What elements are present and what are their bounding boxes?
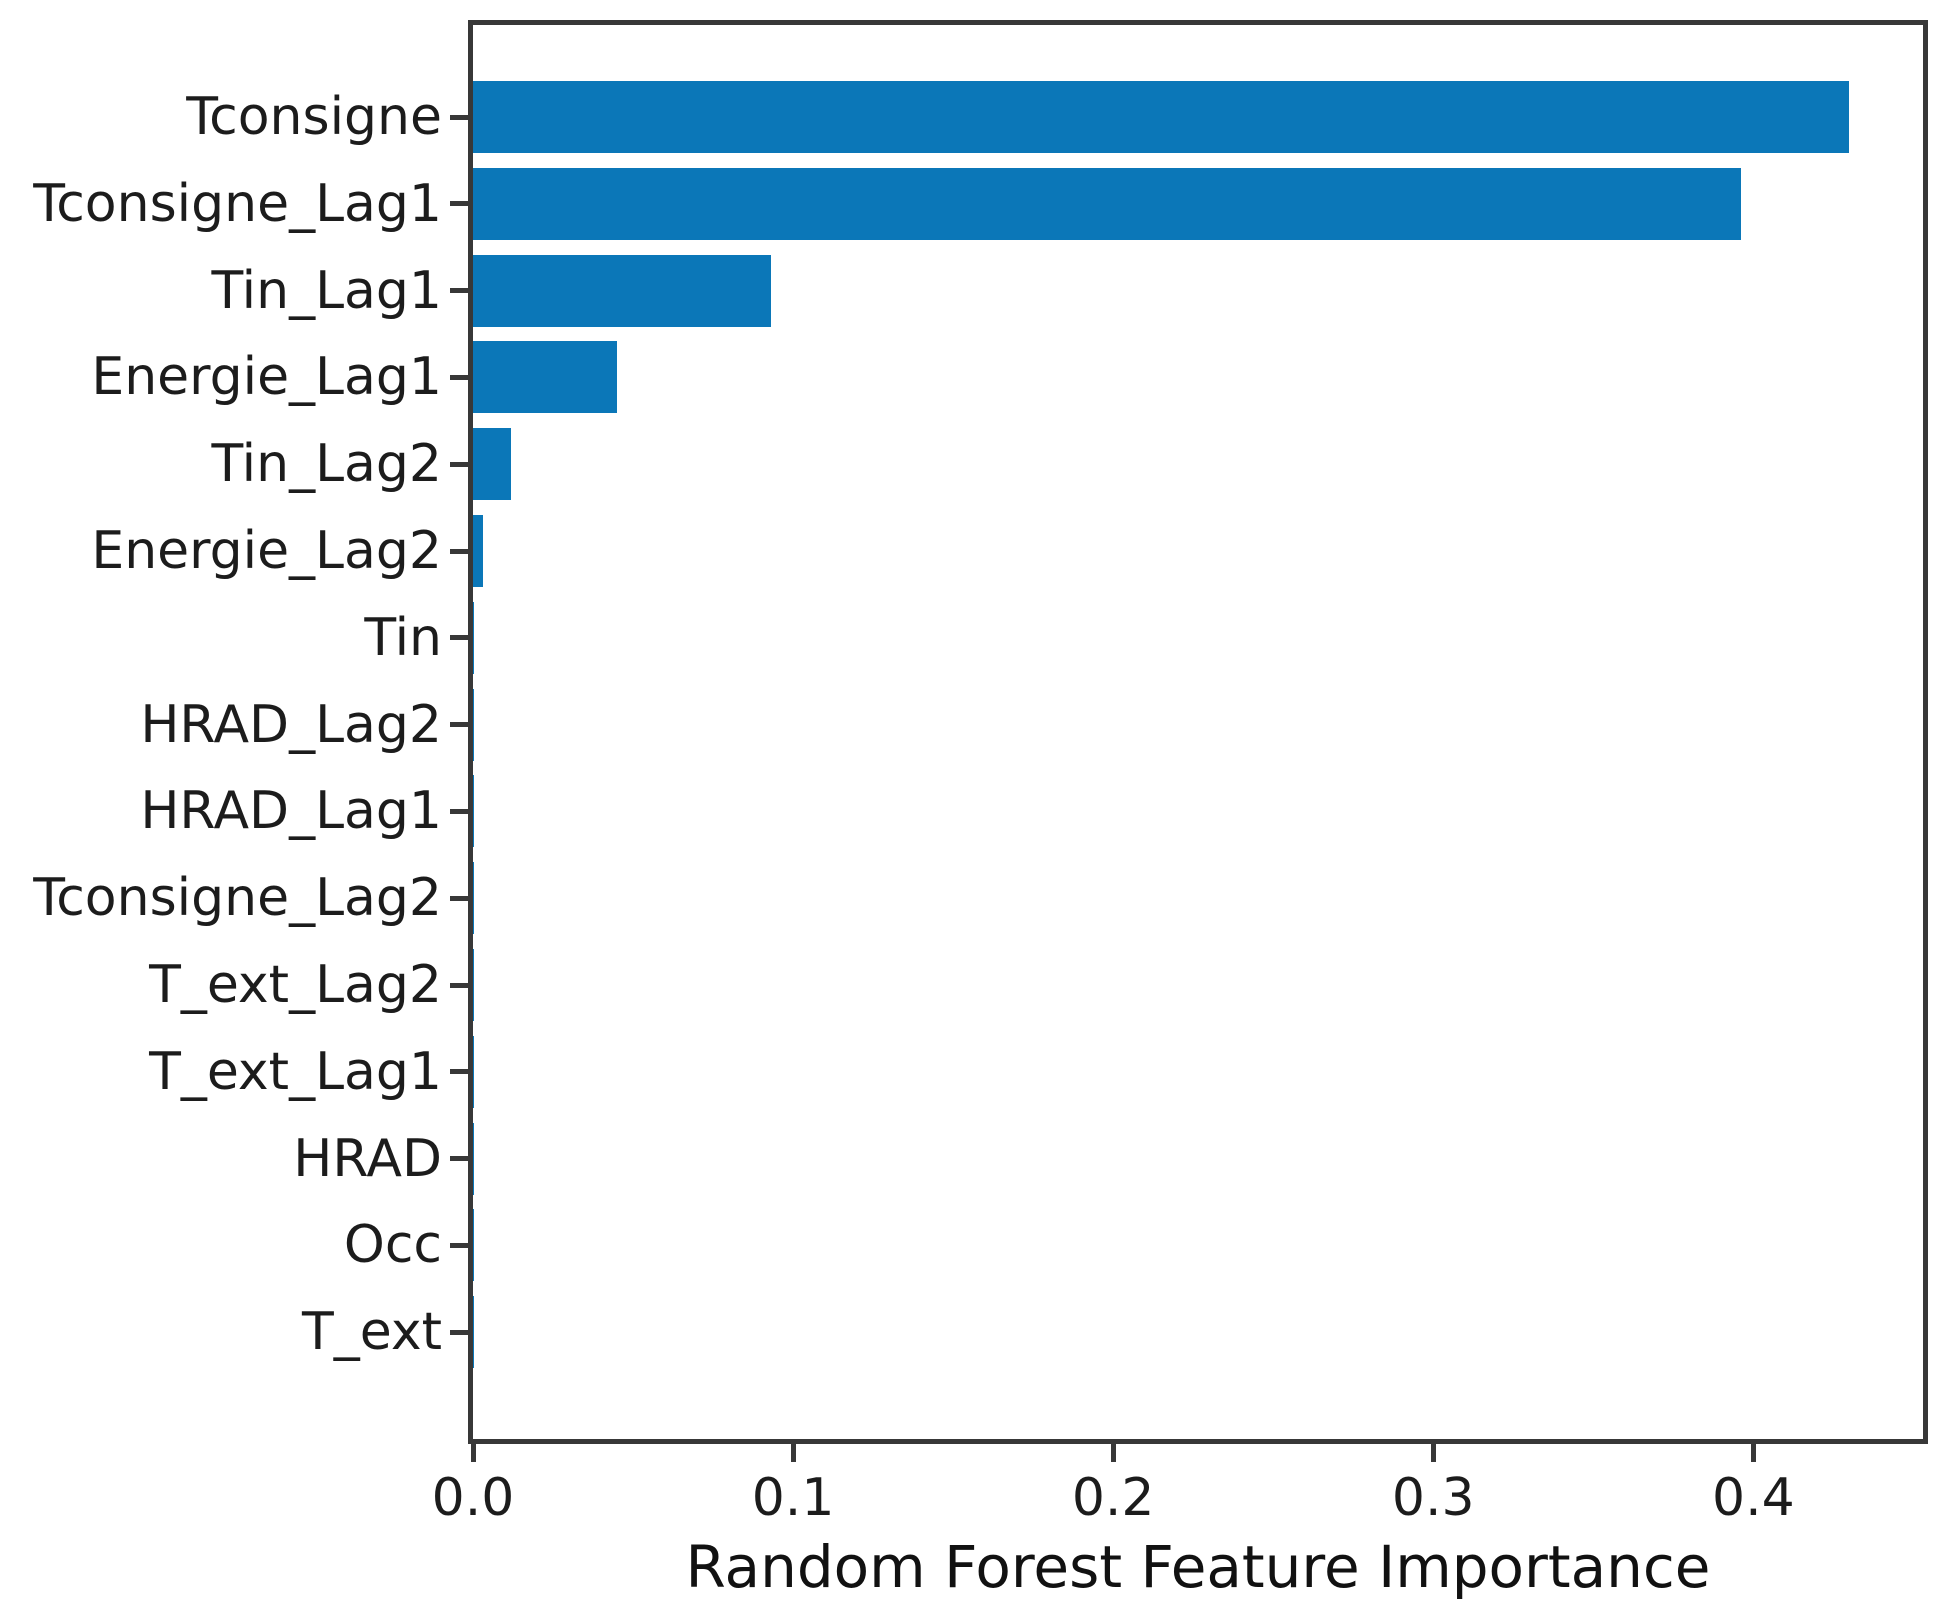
x-tick-label: 0.0 <box>431 1468 515 1528</box>
x-tick-label: 0.2 <box>1071 1468 1155 1528</box>
y-tick-label: Tconsigne_Lag2 <box>33 868 442 929</box>
y-tick-label: HRAD_Lag1 <box>140 781 442 842</box>
y-tick-mark <box>450 201 468 207</box>
y-tick-mark <box>450 982 468 988</box>
y-tick-mark <box>450 1069 468 1075</box>
y-tick-label: Tin_Lag2 <box>211 434 443 495</box>
y-tick-mark <box>450 461 468 467</box>
y-tick-mark <box>450 722 468 728</box>
y-tick-label: T_ext_Lag2 <box>149 955 442 1015</box>
y-tick-mark <box>450 548 468 554</box>
bar-HRAD_Lag2 <box>473 688 474 761</box>
bar-Tconsigne_Lag2 <box>473 862 474 935</box>
x-tick-mark <box>1430 1444 1436 1462</box>
y-tick-mark <box>450 1242 468 1248</box>
y-tick-label: HRAD_Lag2 <box>140 694 442 755</box>
bar-Tconsigne <box>473 81 1850 153</box>
y-tick-label: Tin <box>364 607 442 668</box>
bar-HRAD_Lag1 <box>473 775 474 848</box>
bar-Tin_Lag1 <box>473 254 771 327</box>
y-tick-mark <box>450 288 468 294</box>
y-tick-mark <box>450 374 468 380</box>
y-tick-label: Occ <box>343 1215 442 1276</box>
y-tick-label: Tconsigne_Lag1 <box>33 173 442 234</box>
y-tick-mark <box>450 114 468 120</box>
y-tick-label: Tconsigne <box>186 87 442 147</box>
x-tick-mark <box>790 1444 796 1462</box>
bar-T_ext_Lag1 <box>473 1035 474 1108</box>
y-tick-label: Tin_Lag1 <box>211 260 443 321</box>
bar-Tin <box>473 601 475 674</box>
bar-Energie_Lag1 <box>473 341 618 414</box>
bar-Tin_Lag2 <box>473 428 512 501</box>
y-tick-label: Energie_Lag2 <box>91 521 442 581</box>
y-tick-label: Energie_Lag1 <box>91 347 442 408</box>
bar-Tconsigne_Lag1 <box>473 167 1741 240</box>
x-tick-label: 0.4 <box>1711 1468 1795 1528</box>
plot-area <box>468 20 1928 1444</box>
x-tick-mark <box>1110 1444 1116 1462</box>
y-tick-mark <box>450 1156 468 1162</box>
y-tick-label: T_ext_Lag1 <box>149 1041 442 1102</box>
y-tick-mark <box>450 895 468 901</box>
y-tick-mark <box>450 635 468 641</box>
x-tick-label: 0.3 <box>1391 1468 1475 1528</box>
x-tick-mark <box>1750 1444 1756 1462</box>
x-tick-mark <box>470 1444 476 1462</box>
y-tick-mark <box>450 1329 468 1335</box>
bar-Energie_Lag2 <box>473 515 483 587</box>
x-tick-label: 0.1 <box>751 1468 835 1528</box>
y-tick-label: T_ext <box>301 1302 442 1363</box>
y-tick-label: HRAD <box>293 1128 442 1189</box>
x-axis-title: Random Forest Feature Importance <box>685 1533 1711 1601</box>
bar-T_ext_Lag2 <box>473 949 474 1021</box>
y-tick-mark <box>450 808 468 814</box>
